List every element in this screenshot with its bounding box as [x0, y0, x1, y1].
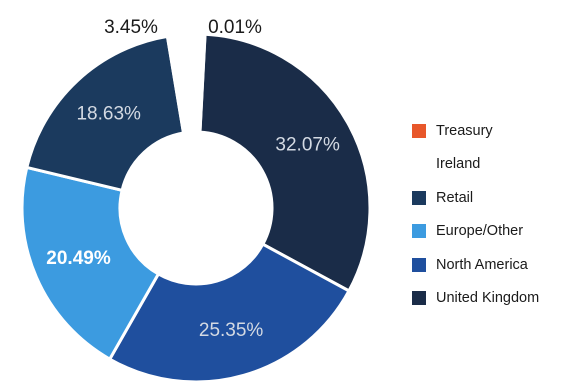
legend-item-retail: Retail: [412, 181, 539, 215]
slice-ireland: [165, 32, 207, 135]
slice-value-label-united-kingdom: 32.07%: [275, 134, 340, 155]
slice-europe-other: [20, 165, 161, 362]
legend-item-treasury: Treasury: [412, 114, 539, 148]
legend-swatch-ireland: [412, 157, 426, 172]
chart-legend: Treasury Ireland Retail Europe/Other Nor…: [412, 114, 539, 315]
slice-united-kingdom: [198, 32, 372, 293]
legend-swatch-retail: [412, 190, 426, 205]
legend-label-retail: Retail: [436, 189, 474, 206]
donut-value-labels: 0.01% 32.07% 25.35% 20.49% 18.63% 3.45%: [46, 17, 340, 341]
slice-value-label-europe-other: 20.49%: [46, 248, 111, 269]
donut-slices: [20, 32, 372, 383]
legend-label-treasury: Treasury: [436, 122, 493, 139]
slice-north-america: [107, 242, 352, 383]
legend-item-united-kingdom: United Kingdom: [412, 282, 539, 316]
legend-item-europe-other: Europe/Other: [412, 215, 539, 249]
legend-swatch-united-kingdom: [412, 291, 426, 306]
legend-swatch-north-america: [412, 257, 426, 272]
legend-swatch-europe-other: [412, 224, 426, 239]
slice-value-label-treasury: 0.01%: [208, 17, 262, 38]
slice-value-label-north-america: 25.35%: [199, 320, 264, 341]
legend-label-ireland: Ireland: [436, 156, 481, 173]
legend-item-north-america: North America: [412, 248, 539, 282]
legend-label-europe-other: Europe/Other: [436, 223, 524, 240]
slice-value-label-ireland: 3.45%: [104, 17, 158, 38]
slice-value-label-retail: 18.63%: [76, 103, 141, 124]
legend-swatch-treasury: [412, 123, 426, 138]
slice-retail: [24, 34, 186, 193]
legend-item-ireland: Ireland: [412, 148, 539, 182]
legend-label-united-kingdom: United Kingdom: [436, 290, 540, 307]
legend-label-north-america: North America: [436, 256, 528, 273]
